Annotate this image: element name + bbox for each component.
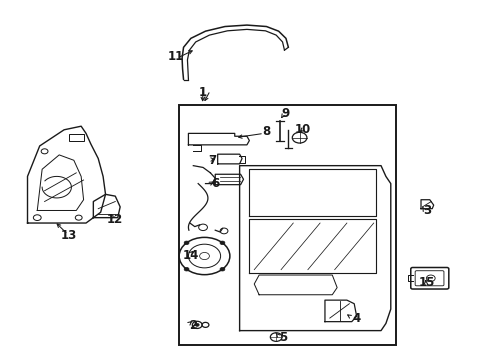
Text: 2: 2 <box>189 319 197 332</box>
Text: 13: 13 <box>61 229 77 242</box>
Circle shape <box>184 241 189 245</box>
Text: 5: 5 <box>279 330 287 343</box>
Text: 12: 12 <box>107 213 123 226</box>
Circle shape <box>220 241 224 245</box>
Text: 11: 11 <box>168 50 184 63</box>
Text: 6: 6 <box>211 177 219 190</box>
Text: 7: 7 <box>208 154 216 167</box>
Text: 8: 8 <box>262 125 270 138</box>
Bar <box>178 105 395 345</box>
Text: 1: 1 <box>199 86 207 99</box>
Circle shape <box>195 323 199 326</box>
Text: 3: 3 <box>423 204 430 217</box>
Bar <box>69 134 83 140</box>
Text: 10: 10 <box>294 123 310 136</box>
Circle shape <box>184 267 189 271</box>
Text: 9: 9 <box>281 107 289 120</box>
Circle shape <box>220 267 224 271</box>
Text: 15: 15 <box>418 276 435 289</box>
Text: 4: 4 <box>352 311 360 325</box>
Text: 14: 14 <box>183 249 199 262</box>
